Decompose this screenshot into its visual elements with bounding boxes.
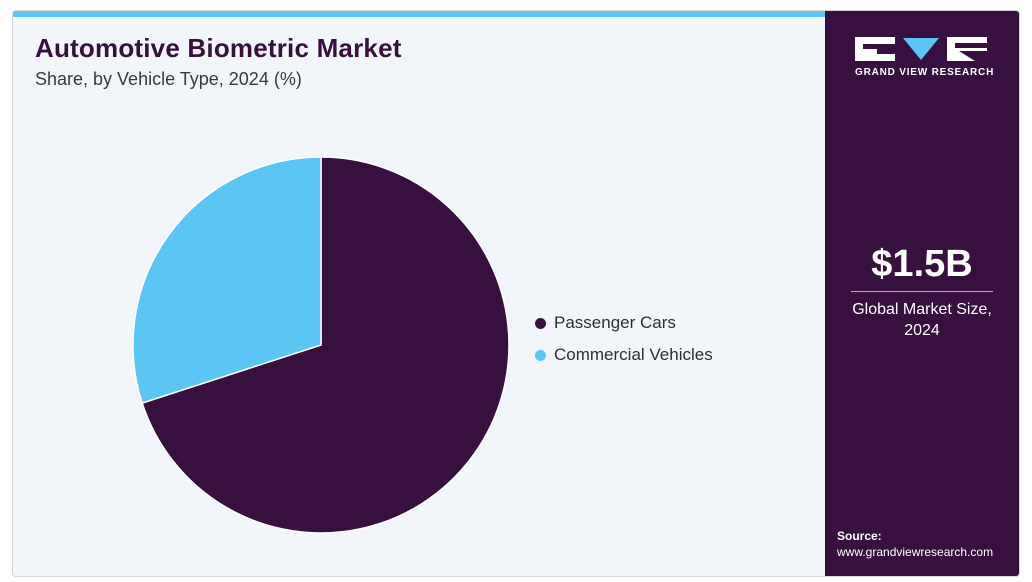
chart-card: Automotive Biometric Market Share, by Ve…: [12, 10, 1020, 577]
accent-bar: [13, 11, 825, 17]
legend-swatch-commercial-vehicles: [535, 349, 546, 361]
sidebar-panel: GRAND VIEW RESEARCH $1.5B Global Market …: [825, 11, 1019, 576]
legend-swatch-passenger-cars: [535, 317, 546, 329]
market-caption-line1: Global Market Size,: [852, 301, 992, 318]
legend-label-passenger-cars: Passenger Cars: [554, 313, 676, 332]
gvr-logo-icon: [855, 37, 995, 61]
pie-slice-commercial-vehicles: [132, 156, 322, 405]
source-block: Source: www.grandviewresearch.com: [837, 529, 993, 559]
pie-slice-passenger-cars: [141, 156, 510, 534]
market-size-value: $1.5B: [871, 243, 973, 285]
logo-g-icon: [855, 37, 895, 61]
source-label: Source:: [837, 529, 882, 543]
chart-legend: Passenger Cars Commercial Vehicles: [535, 307, 713, 371]
pie-chart: [132, 156, 510, 534]
legend-item-passenger-cars: Passenger Cars: [535, 307, 713, 339]
legend-item-commercial-vehicles: Commercial Vehicles: [535, 339, 713, 371]
value-divider: [851, 291, 993, 292]
market-size-caption: Global Market Size, 2024: [825, 299, 1019, 341]
source-link[interactable]: www.grandviewresearch.com: [837, 545, 994, 559]
logo-r-icon: [947, 37, 987, 61]
gvr-logo: GRAND VIEW RESEARCH: [855, 37, 995, 78]
chart-title: Automotive Biometric Market: [35, 33, 402, 63]
chart-subtitle: Share, by Vehicle Type, 2024 (%): [35, 69, 302, 89]
logo-v-icon: [903, 38, 939, 60]
logo-text: GRAND VIEW RESEARCH: [855, 67, 995, 78]
market-caption-line2: 2024: [904, 322, 940, 339]
legend-label-commercial-vehicles: Commercial Vehicles: [554, 345, 713, 364]
